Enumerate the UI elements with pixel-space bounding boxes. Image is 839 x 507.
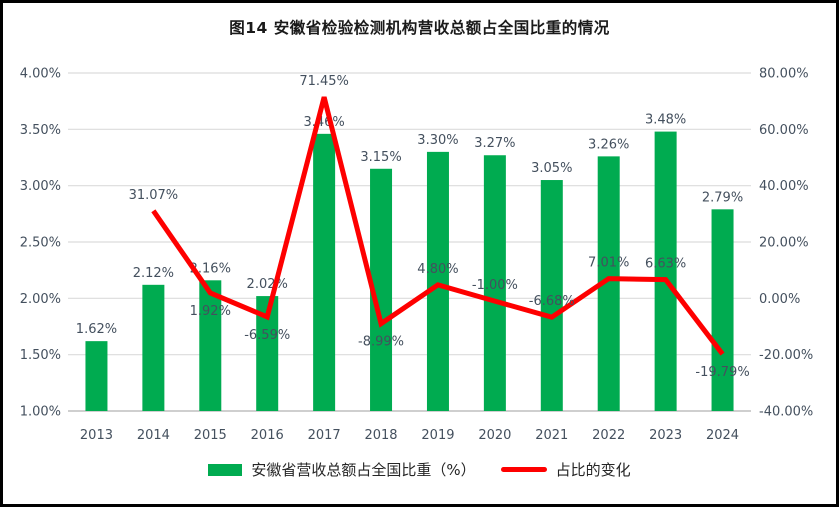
bar-label-2020: 3.27% [474,136,515,151]
bar-label-2016: 2.02% [247,277,288,292]
bar-2014 [142,284,165,411]
left-axis-tick: 3.50% [20,123,61,138]
bar-2022 [597,156,620,411]
line-label-2017: 71.45% [299,74,349,89]
x-label-2016: 2016 [251,428,284,443]
right-axis-tick: 20.00% [759,236,809,251]
line-label-2018: -8.99% [358,335,404,350]
x-label-2017: 2017 [308,428,341,443]
bar-2018 [370,168,393,411]
bar-label-2022: 3.26% [588,137,629,152]
left-axis-tick: 1.00% [20,405,61,420]
left-axis-tick: 1.50% [20,348,61,363]
x-label-2022: 2022 [592,428,625,443]
right-axis-tick: -20.00% [759,348,813,363]
left-axis-tick: 3.00% [20,179,61,194]
chart-svg: 4.00% 80.00% 3.50% 60.00% 3.00% 40.00% 2.50% 20… [20,67,814,444]
bar-label-2018: 3.15% [360,150,401,165]
legend-line-swatch-icon [500,467,547,472]
legend-bar-swatch-icon [208,463,243,476]
left-axis-tick: 2.50% [20,236,61,251]
x-label-2015: 2015 [194,428,227,443]
left-axis-tick: 4.00% [20,67,61,82]
right-axis-tick: 60.00% [759,123,809,138]
bar-2013 [85,341,108,411]
bar-label-2017: 3.46% [303,115,344,130]
x-label-2020: 2020 [478,428,511,443]
bar-label-2019: 3.30% [417,133,458,148]
bar-label-2021: 3.05% [531,161,572,176]
bar-2023 [654,131,677,411]
bar-2024 [711,209,734,411]
line-label-2022: 7.01% [588,256,629,271]
x-label-2013: 2013 [80,428,113,443]
bar-2016 [256,296,279,411]
bar-2021 [540,180,563,411]
change-line [151,96,725,356]
right-axis-tick: 40.00% [759,179,809,194]
x-label-2023: 2023 [649,428,682,443]
right-axis-tick: 80.00% [759,67,809,82]
x-label-2024: 2024 [706,428,739,443]
legend-line-label: 占比的变化 [555,461,631,479]
x-label-2019: 2019 [421,428,454,443]
left-axis-tick: 2.00% [20,292,61,307]
line-label-2021: -6.68% [529,294,575,309]
bar-label-2015: 2.16% [190,261,231,276]
bar-label-2014: 2.12% [133,266,174,281]
line-label-2014: 31.07% [129,188,179,203]
line-label-2023: 6.63% [645,257,686,272]
bar-2019 [426,151,449,411]
bar-2015 [199,280,222,411]
legend: 安徽省营收总额占全国比重（%） 占比的变化 [3,459,836,480]
line-label-2020: -1.00% [472,278,518,293]
bar-2017 [313,133,336,411]
bar-label-2024: 2.79% [702,190,743,205]
chart-title: 图14 安徽省检验检测机构营收总额占全国比重的情况 [229,19,610,37]
x-label-2014: 2014 [137,428,170,443]
x-label-2018: 2018 [364,428,397,443]
line-label-2024: -19.79% [695,365,749,380]
bar-label-2023: 3.48% [645,113,686,128]
x-label-2021: 2021 [535,428,568,443]
right-axis-tick: -40.00% [759,405,813,420]
bar-2020 [483,155,506,411]
legend-bar-label: 安徽省营收总额占全国比重（%） [251,461,476,479]
line-label-2019: 4.80% [417,262,458,277]
line-label-2015: 1.92% [190,304,231,319]
bar-label-2013: 1.62% [76,322,117,337]
line-label-2016: -6.59% [244,328,290,343]
right-axis-tick: 0.00% [759,292,800,307]
